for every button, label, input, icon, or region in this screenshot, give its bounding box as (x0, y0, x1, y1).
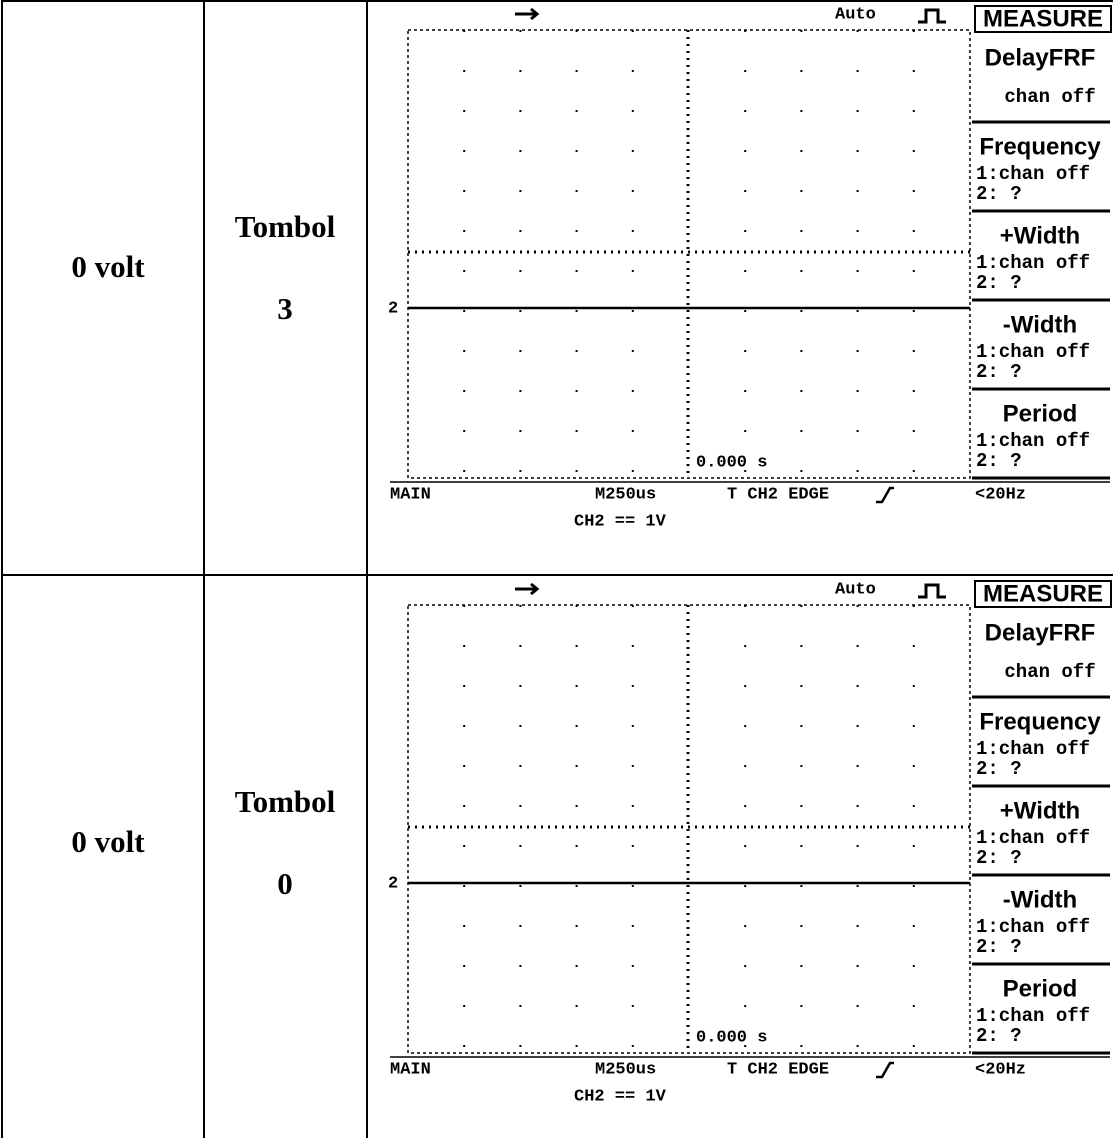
trigger: T CH2 EDGE (727, 485, 829, 504)
channel-marker: 2 (388, 299, 398, 318)
menu-item-line: 2: ? (976, 450, 1022, 472)
channel: CH2 == 1V (574, 1087, 667, 1106)
menu-item-title: DelayFRF (985, 619, 1096, 646)
voltage: 0 volt (71, 824, 145, 859)
usb-icon (515, 584, 537, 594)
menu-item-title: Frequency (979, 708, 1101, 735)
menu-title: MEASURE (983, 5, 1103, 32)
button-label: Tombol (235, 209, 336, 244)
button-number: 0 (277, 866, 293, 901)
menu-item-title: Period (1003, 400, 1078, 427)
trigger-time: 0.000 s (696, 453, 767, 472)
page: 0 volt Tombol 3 2 Auto 0.000 s MEASURE DelayFRF… (0, 0, 1113, 1138)
menu-item-line: 2: ? (976, 183, 1022, 205)
menu-item-line: 1:chan off (976, 1005, 1090, 1027)
menu-footer: <20Hz (975, 1060, 1026, 1079)
menu-item-line: 1:chan off (976, 916, 1090, 938)
slope-icon (876, 488, 894, 502)
menu-footer: <20Hz (975, 485, 1026, 504)
button-number: 3 (277, 291, 293, 326)
channel-marker: 2 (388, 874, 398, 893)
menu-item-title: -Width (1003, 311, 1077, 338)
menu-item-title: Period (1003, 975, 1078, 1002)
menu-item-line: 2: ? (976, 1025, 1022, 1047)
menu-item-line: chan off (1004, 661, 1095, 683)
table-grid (2, 0, 1113, 1138)
menu-item-line: 2: ? (976, 758, 1022, 780)
menu-item-line: chan off (1004, 86, 1095, 108)
menu-item-title: +Width (1000, 222, 1080, 249)
trigger-icon (918, 10, 946, 22)
menu-item-line: 1:chan off (976, 827, 1090, 849)
menu-item-title: +Width (1000, 797, 1080, 824)
timebase: M250us (595, 485, 656, 504)
mode: Auto (835, 580, 876, 599)
menu-item-line: 2: ? (976, 936, 1022, 958)
voltage: 0 volt (71, 249, 145, 284)
menu-item-title: DelayFRF (985, 44, 1096, 71)
channel: CH2 == 1V (574, 512, 667, 531)
usb-icon (515, 9, 537, 19)
menu-item-line: 1:chan off (976, 738, 1090, 760)
slope-icon (876, 1063, 894, 1077)
menu-item-line: 1:chan off (976, 341, 1090, 363)
trigger: T CH2 EDGE (727, 1060, 829, 1079)
timebase: M250us (595, 1060, 656, 1079)
trigger-icon (918, 585, 946, 597)
button-label: Tombol (235, 784, 336, 819)
menu-item-title: Frequency (979, 133, 1101, 160)
menu-item-line: 1:chan off (976, 163, 1090, 185)
trigger-time: 0.000 s (696, 1028, 767, 1047)
menu-item-line: 2: ? (976, 361, 1022, 383)
footer-left: MAIN (390, 1060, 431, 1079)
menu-title: MEASURE (983, 580, 1103, 607)
menu-item-line: 1:chan off (976, 252, 1090, 274)
menu-item-line: 2: ? (976, 847, 1022, 869)
footer-left: MAIN (390, 485, 431, 504)
menu-item-line: 1:chan off (976, 430, 1090, 452)
menu-item-title: -Width (1003, 886, 1077, 913)
mode: Auto (835, 5, 876, 24)
menu-item-line: 2: ? (976, 272, 1022, 294)
